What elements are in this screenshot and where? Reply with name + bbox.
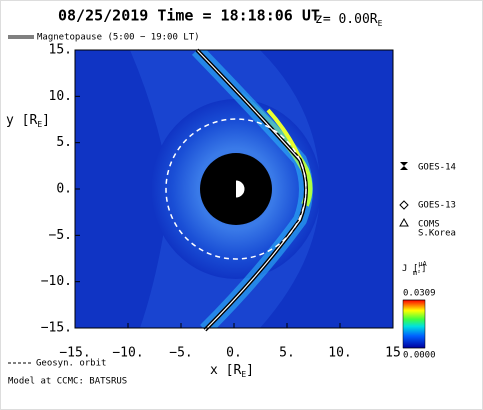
y-tick-label: −15. xyxy=(41,321,72,336)
z-label: z= 0.00RE xyxy=(315,12,383,28)
orbit-label: Geosyn. orbit xyxy=(36,359,106,369)
satellite-label: GOES-14 xyxy=(418,163,456,173)
y-tick-label: 10. xyxy=(49,89,72,104)
y-tick-label: −5. xyxy=(49,228,72,243)
colorbar-tick-label: 0.0309 xyxy=(403,289,436,299)
z-label-main: z= 0.00R xyxy=(315,12,378,27)
cbar-close: ] xyxy=(421,264,426,274)
x-tick-label: 10. xyxy=(328,346,351,361)
y-label-end: ] xyxy=(42,113,50,128)
y-tick-label: 0. xyxy=(56,182,72,197)
y-label-main: y [R xyxy=(6,113,37,128)
satellite-label: COMS xyxy=(418,220,440,230)
x-tick-label: 5. xyxy=(279,346,295,361)
title: 08/25/2019 Time = 18:18:06 UT xyxy=(58,7,320,25)
y-tick-label: −10. xyxy=(41,274,72,289)
z-label-sub: E xyxy=(378,19,383,28)
x-tick-label: −10. xyxy=(112,346,143,361)
y-tick-label: 5. xyxy=(56,135,72,150)
cbar-num: μA xyxy=(418,260,427,268)
coms-symbol xyxy=(399,217,409,227)
footer: Model at CCMC: BATSRUS xyxy=(8,377,127,387)
satellite-label: GOES-13 xyxy=(418,201,456,211)
y-tick-label: 15. xyxy=(49,43,72,58)
x-tick-label: −5. xyxy=(169,346,192,361)
earth-night xyxy=(227,180,236,198)
x-label-main: x [R xyxy=(210,363,241,378)
cbar-den: m² xyxy=(413,269,421,277)
colorbar xyxy=(402,299,426,349)
x-tick-label: −15. xyxy=(59,346,90,361)
x-tick-label: 15 xyxy=(385,346,401,361)
x-tick-label: 0. xyxy=(226,346,242,361)
x-label-end: ] xyxy=(246,363,254,378)
x-axis-label: x [RE] xyxy=(210,363,254,379)
colorbar-tick-label: 0.0000 xyxy=(403,351,436,361)
y-axis-label: y [RE] xyxy=(6,113,50,129)
y-label-sub: E xyxy=(37,120,42,129)
x-label-sub: E xyxy=(241,370,246,379)
satellite-label: S.Korea xyxy=(418,229,456,239)
colorbar-label: J [μA m²] xyxy=(402,260,427,277)
goes14-symbol xyxy=(400,162,408,170)
cbar-j: J [ xyxy=(402,264,418,274)
goes13-symbol xyxy=(399,200,409,210)
geosync-orbit xyxy=(165,118,307,260)
magnetopause-label: Magnetopause (5:00 − 19:00 LT) xyxy=(37,33,200,43)
